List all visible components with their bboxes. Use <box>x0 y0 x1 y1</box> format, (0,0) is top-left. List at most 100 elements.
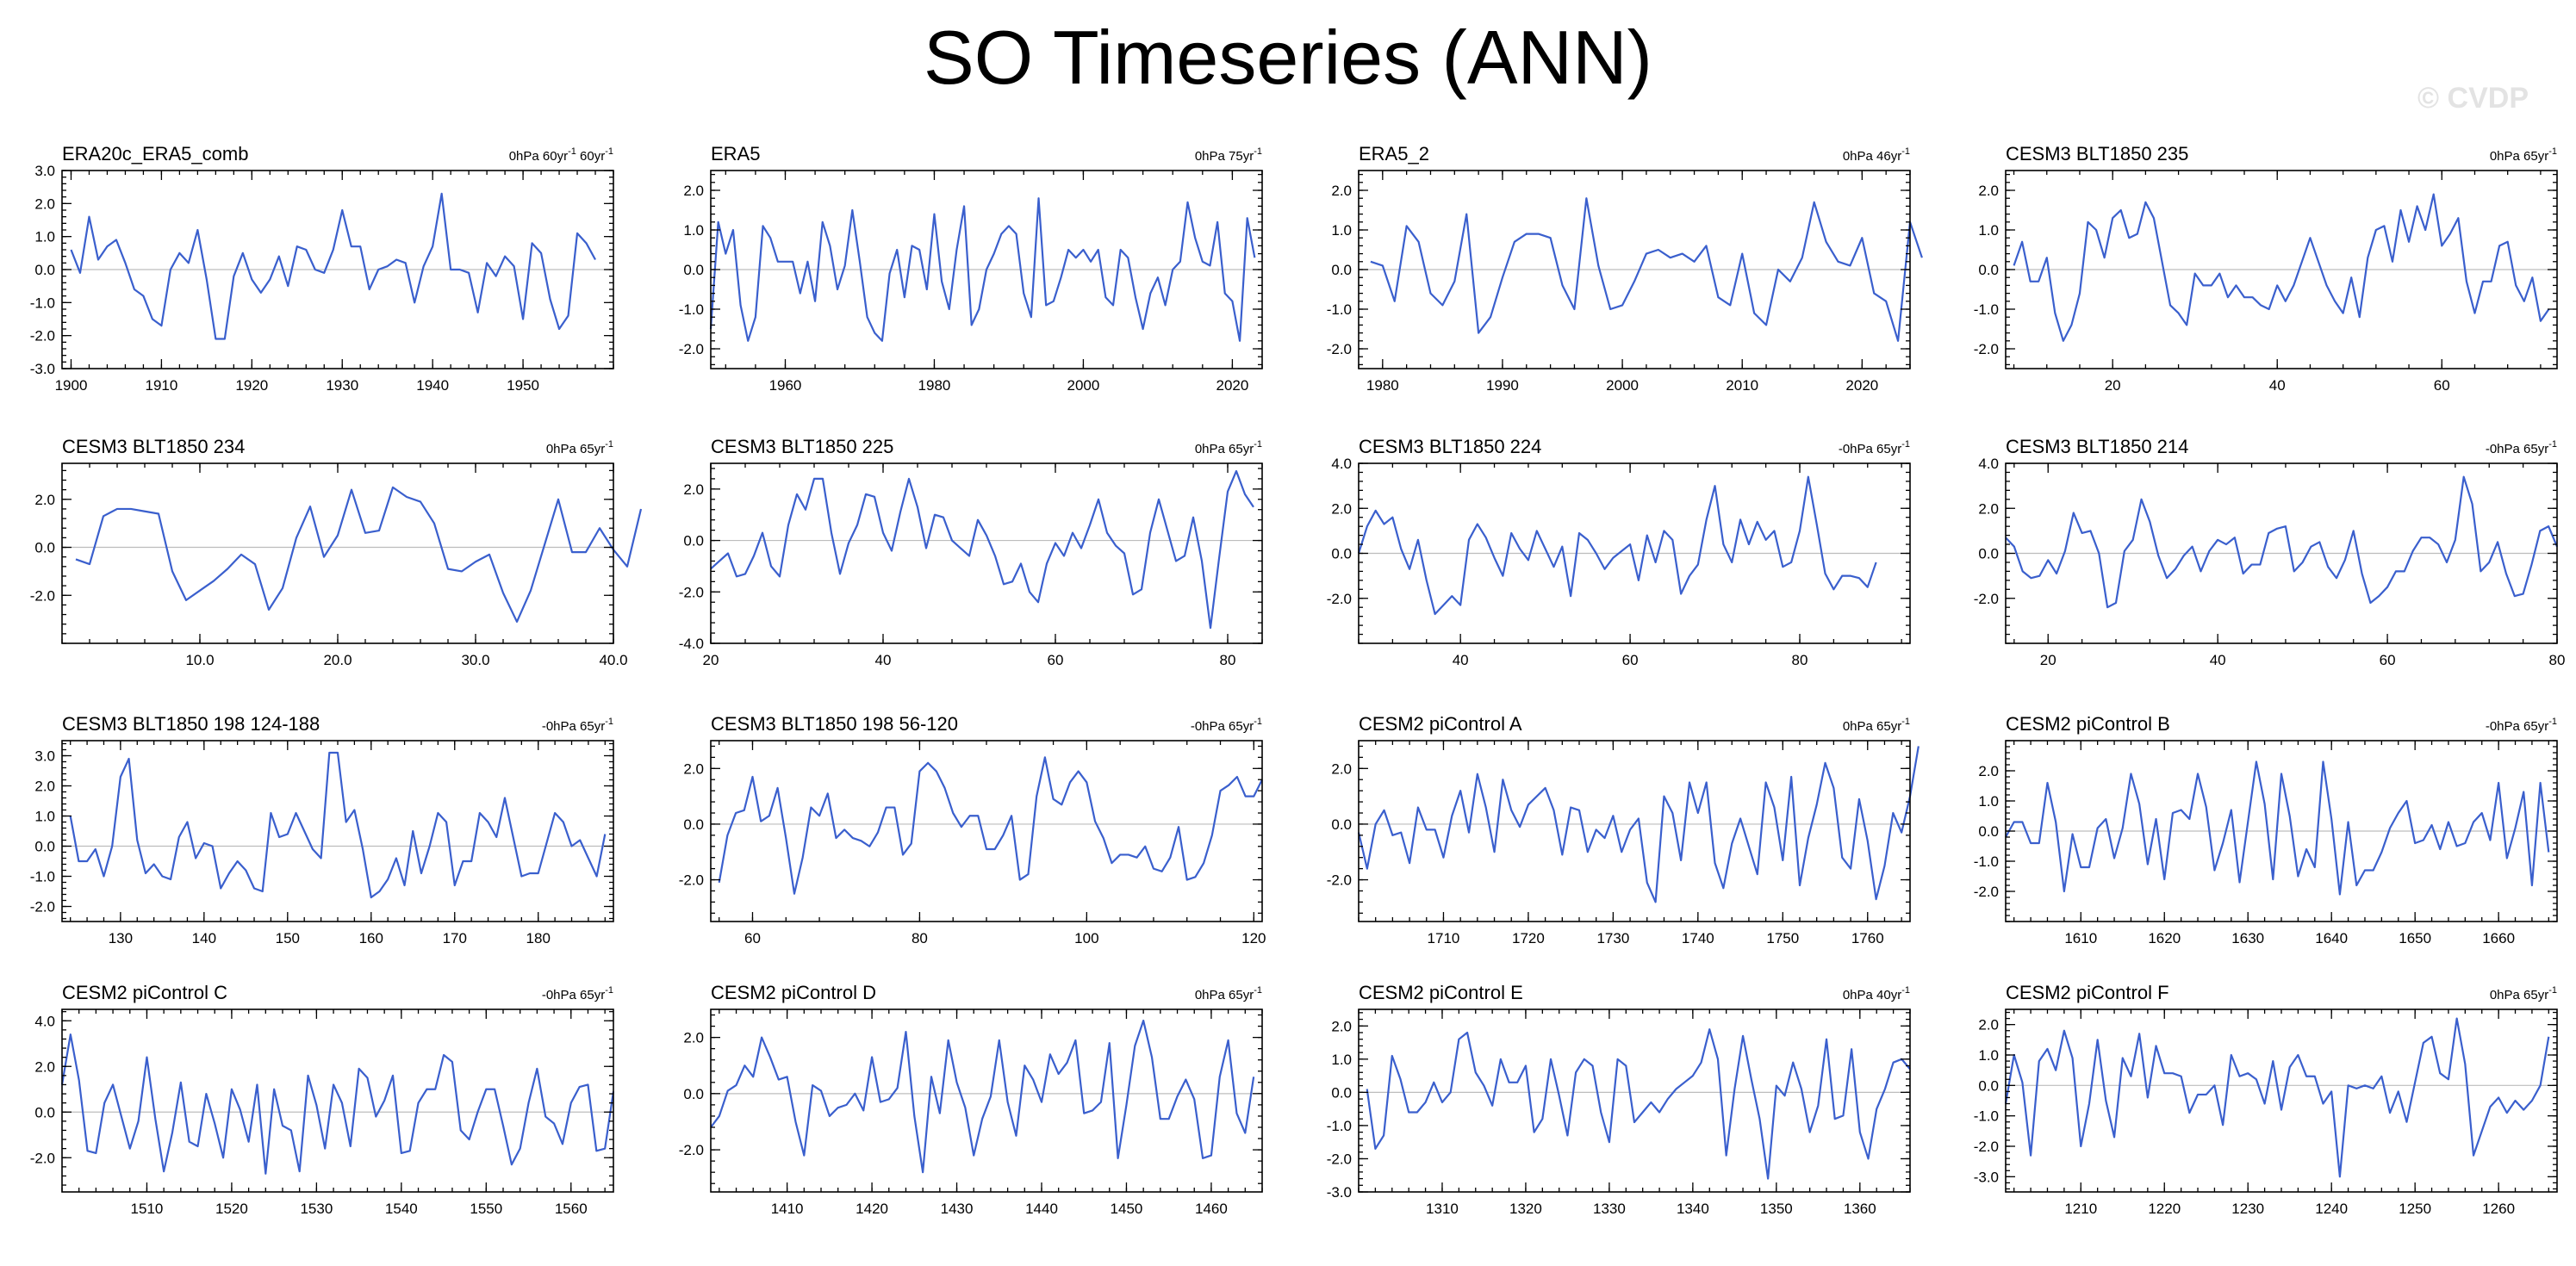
x-tick-label: 1460 <box>1195 1201 1228 1217</box>
x-tick-label: 20 <box>703 652 719 668</box>
y-tick-label: 2.0 <box>683 481 704 498</box>
panel-title: CESM2 piControl A <box>1359 713 1522 735</box>
x-tick-label: 80 <box>1792 652 1808 668</box>
panel-note: 0hPa 65yr-1 <box>2490 146 2557 164</box>
x-tick-label: 1420 <box>856 1201 888 1217</box>
y-tick-label: -2.0 <box>1327 591 1352 607</box>
series-line <box>70 192 596 340</box>
panel-title: CESM3 BLT1850 225 <box>711 436 893 457</box>
x-tick-label: 80 <box>1220 652 1236 668</box>
series-line <box>718 756 1263 895</box>
panel-note: 0hPa 46yr-1 <box>1843 146 1910 164</box>
panel-title: ERA5_2 <box>1359 143 1429 164</box>
panel-title: CESM3 BLT1850 235 <box>2006 143 2188 164</box>
y-tick-label: 4.0 <box>1331 456 1352 472</box>
y-tick-label: 2.0 <box>1978 763 1999 779</box>
x-tick-label: 1520 <box>215 1201 248 1217</box>
y-tick-label: -3.0 <box>1327 1184 1352 1201</box>
y-tick-label: 2.0 <box>1978 500 1999 517</box>
y-tick-label: 1.0 <box>1331 222 1352 239</box>
y-tick-label: 2.0 <box>683 183 704 199</box>
y-tick-label: 2.0 <box>683 1030 704 1046</box>
plot-frame <box>61 462 614 644</box>
panel-title: CESM2 piControl D <box>711 982 876 1003</box>
x-tick-label: 40.0 <box>599 652 627 668</box>
y-tick-label: -2.0 <box>1974 884 1999 900</box>
y-tick-label: 1.0 <box>1978 1047 1999 1064</box>
y-tick-label: 0.0 <box>34 540 55 556</box>
y-tick-label: -3.0 <box>1974 1169 1999 1185</box>
series-line <box>709 197 1256 342</box>
y-tick-label: 3.0 <box>34 163 55 179</box>
x-tick-label: 20 <box>2105 377 2121 394</box>
panel-note: 0hPa 65yr-1 <box>1195 985 1262 1002</box>
x-tick-label: 1980 <box>1366 377 1399 394</box>
x-tick-label: 1730 <box>1596 930 1629 946</box>
series-line <box>69 751 607 899</box>
y-tick-label: -1.0 <box>30 295 55 311</box>
y-tick-label: 0.0 <box>1978 823 1999 840</box>
x-tick-label: 1660 <box>2482 930 2515 946</box>
x-tick-label: 1360 <box>1844 1201 1876 1217</box>
x-tick-label: 1630 <box>2231 930 2264 946</box>
x-tick-label: 1430 <box>941 1201 974 1217</box>
x-tick-label: 80 <box>2549 652 2566 668</box>
panel-note: -0hPa 65yr-1 <box>542 717 613 734</box>
y-tick-label: 2.0 <box>34 492 55 508</box>
y-tick-label: 3.0 <box>34 748 55 765</box>
y-tick-label: 0.0 <box>683 533 704 549</box>
y-tick-label: 1.0 <box>34 229 55 245</box>
y-tick-label: -1.0 <box>1974 301 1999 318</box>
x-tick-label: 1620 <box>2148 930 2181 946</box>
x-tick-label: 1740 <box>1682 930 1714 946</box>
panel-note: -0hPa 65yr-1 <box>1839 439 1910 456</box>
y-tick-label: 0.0 <box>683 816 704 833</box>
x-tick-label: 1750 <box>1766 930 1799 946</box>
x-tick-label: 20.0 <box>323 652 352 668</box>
x-tick-label: 40 <box>2210 652 2226 668</box>
y-tick-label: -2.0 <box>679 341 704 357</box>
x-tick-label: 1960 <box>769 377 802 394</box>
y-tick-label: -2.0 <box>1974 1139 1999 1155</box>
panel-title: CESM3 BLT1850 214 <box>2006 436 2188 457</box>
x-tick-label: 120 <box>1241 930 1266 946</box>
x-tick-label: 40 <box>1453 652 1469 668</box>
y-tick-label: 0.0 <box>1978 1077 1999 1094</box>
plot-frame <box>61 1008 614 1193</box>
series-line <box>60 1033 615 1175</box>
y-tick-label: 0.0 <box>683 262 704 278</box>
series-line <box>710 1019 1255 1174</box>
series-line <box>1357 475 1877 616</box>
y-tick-label: -1.0 <box>30 869 55 885</box>
x-tick-label: 2020 <box>1845 377 1878 394</box>
y-tick-label: 0.0 <box>1978 546 1999 562</box>
x-tick-label: 1310 <box>1426 1201 1459 1217</box>
panel-title: CESM2 piControl B <box>2006 713 2170 735</box>
y-tick-label: -2.0 <box>1327 872 1352 889</box>
x-tick-label: 1340 <box>1677 1201 1709 1217</box>
panel-chart: -3.0 -2.0 -1.0 0.0 1.0 2.0 3.0 1900 1910 1920 1930… <box>30 143 614 394</box>
panel-chart: -2.0 0.0 2.0 10.0 20.0 30.0 40.0 CESM3 BLT1850 … <box>30 436 643 668</box>
series-line <box>2013 193 2550 342</box>
panel-note: -0hPa 65yr-1 <box>2486 717 2557 734</box>
panel-title: CESM2 piControl C <box>62 982 227 1003</box>
watermark: © CVDP <box>2417 82 2529 115</box>
x-tick-label: 40 <box>875 652 892 668</box>
x-tick-label: 60 <box>2380 652 2396 668</box>
panel-chart: -2.0 0.0 2.0 4.0 20 40 60 80 CESM3 BLT1850 214 -0… <box>1974 436 2566 668</box>
panel-chart: -2.0 -1.0 0.0 1.0 2.0 20 40 60 CESM3 BLT1850 235… <box>1974 143 2558 394</box>
y-tick-label: -2.0 <box>1974 341 1999 357</box>
y-tick-label: 1.0 <box>34 809 55 825</box>
panel-chart: -4.0 -2.0 0.0 2.0 20 40 60 80 CESM3 BLT1850 225 0… <box>679 436 1263 668</box>
x-tick-label: 1900 <box>55 377 88 394</box>
y-tick-label: -2.0 <box>679 584 704 600</box>
y-tick-label: -2.0 <box>1974 591 1999 607</box>
x-tick-label: 2020 <box>1216 377 1248 394</box>
y-tick-label: 2.0 <box>34 195 55 212</box>
y-tick-label: 0.0 <box>1331 816 1352 833</box>
x-tick-label: 1720 <box>1512 930 1545 946</box>
y-tick-label: 2.0 <box>1331 183 1352 199</box>
x-tick-label: 150 <box>276 930 300 946</box>
x-tick-label: 1650 <box>2399 930 2431 946</box>
y-tick-label: 2.0 <box>34 779 55 795</box>
